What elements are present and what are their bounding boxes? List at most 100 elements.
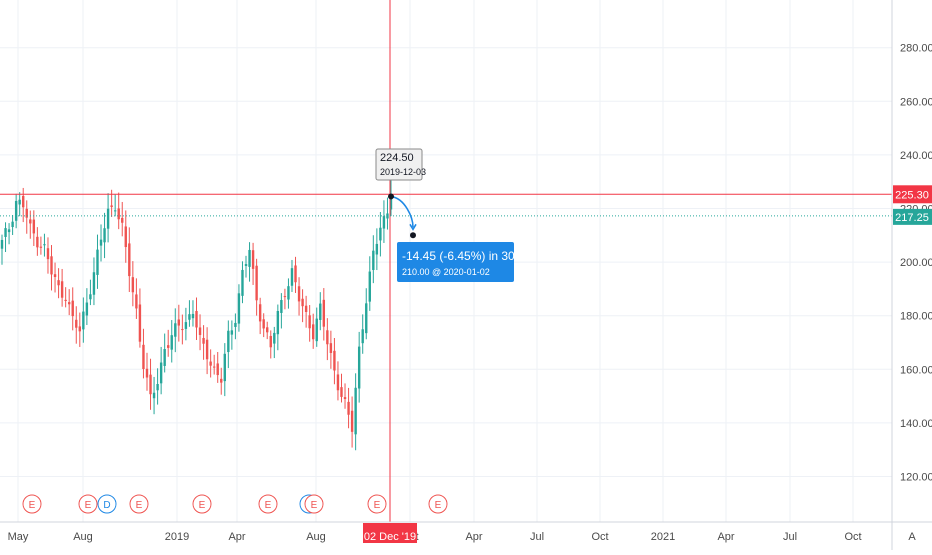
candle-body [0, 239, 4, 249]
candle-body [326, 330, 329, 345]
point-label-date: 2019-12-03 [380, 167, 426, 177]
candle-body [149, 374, 152, 395]
forecast-result-box [397, 242, 514, 282]
candle-body [4, 228, 7, 237]
candle-body [60, 281, 64, 298]
event-marker-circle[interactable] [304, 494, 324, 514]
candle-body [297, 286, 301, 302]
candle-body [350, 410, 354, 432]
event-marker-circle[interactable] [367, 494, 387, 514]
candle-body [195, 310, 198, 328]
candle-body [361, 329, 364, 344]
auto-scale-button[interactable]: A [908, 531, 916, 543]
candle-body [322, 299, 326, 327]
candle-body [96, 249, 99, 275]
candle-body [11, 221, 14, 228]
x-tick-label: 2019 [165, 531, 189, 543]
candle-body [78, 326, 81, 332]
event-marker-circle[interactable] [258, 494, 278, 514]
y-tick-label: 280.00 [900, 43, 932, 55]
candle-body [128, 243, 131, 277]
event-marker-circle[interactable] [129, 494, 149, 514]
candle-body [202, 337, 205, 344]
candle-body [276, 310, 280, 335]
x-tick-label: Apr [465, 531, 482, 543]
event-marker-label: E [374, 500, 381, 511]
candle-body [188, 314, 191, 320]
x-tick-label: Apr [717, 531, 734, 543]
candle-body [301, 298, 304, 307]
candle-body [283, 296, 287, 298]
forecast-change: -14.45 (-6.45%) in 30d [402, 249, 521, 263]
candle-body [167, 345, 170, 348]
candle-body [71, 300, 74, 317]
candle-body [25, 208, 28, 218]
candle-body [18, 199, 21, 205]
event-markers: EEDEEEDEEE [22, 494, 448, 514]
candle-body [230, 330, 234, 335]
candle-body [368, 271, 371, 302]
grid [0, 0, 892, 522]
candle-body [216, 363, 219, 376]
y-tick-label: 200.00 [900, 257, 932, 269]
candle-body [99, 239, 103, 246]
candle-body [205, 339, 209, 360]
candle-body [181, 329, 184, 331]
candle-body [389, 196, 393, 210]
candle-body [304, 305, 308, 312]
candle-body [248, 249, 251, 267]
candle-body [223, 353, 226, 382]
x-tick-label: Aug [73, 531, 93, 543]
event-marker-label: E [29, 500, 36, 511]
forecast-tool[interactable]: 224.50 2019-12-03 -14.45 (-6.45%) in 30d 21… [375, 148, 521, 282]
candle-body [85, 302, 89, 316]
x-tick-label: May [8, 531, 29, 543]
candle-body [138, 304, 142, 342]
forecast-start-point[interactable] [388, 193, 394, 200]
candle-body [57, 280, 60, 286]
candle-body [354, 387, 357, 435]
candle-body [135, 294, 138, 309]
candle-body [308, 315, 311, 329]
event-marker-circle[interactable] [97, 494, 117, 514]
event-marker-circle[interactable] [192, 494, 212, 514]
candle-body [64, 299, 67, 301]
x-tick-label: Jul [783, 531, 797, 543]
x-tick-label: Apr [228, 531, 245, 543]
crosshair-price-tag: 225.30 [895, 189, 929, 201]
candle-body [191, 313, 195, 319]
event-marker-circle[interactable] [78, 494, 98, 514]
candle-body [131, 277, 135, 293]
candle-body [53, 274, 57, 278]
candle-body [184, 322, 188, 329]
candle-body [319, 303, 322, 320]
candle-body [244, 264, 248, 266]
candle-body [121, 217, 124, 223]
event-marker-label: E [85, 500, 92, 511]
candle-body [343, 397, 347, 400]
point-label-box [375, 148, 423, 181]
candle-body [7, 229, 11, 233]
y-tick-label: 140.00 [900, 418, 932, 430]
candle-body [89, 294, 92, 300]
candle-body [152, 392, 156, 399]
candle-body [36, 236, 39, 248]
candle-body [106, 208, 110, 229]
candle-body [29, 219, 32, 224]
candle-body [287, 286, 290, 300]
candle-body [159, 362, 163, 384]
last-price-tag: 217.25 [895, 212, 929, 224]
x-tick-label: Oct [591, 531, 608, 543]
forecast-end-point[interactable] [410, 232, 416, 239]
candle-body [92, 272, 96, 295]
event-marker-circle[interactable] [22, 494, 42, 514]
x-tick-label: Jul [530, 531, 544, 543]
candle-body [145, 368, 149, 378]
candle-body [372, 250, 375, 270]
candle-body [237, 293, 241, 324]
event-marker-circle[interactable] [428, 494, 448, 514]
candle-body [50, 256, 53, 275]
